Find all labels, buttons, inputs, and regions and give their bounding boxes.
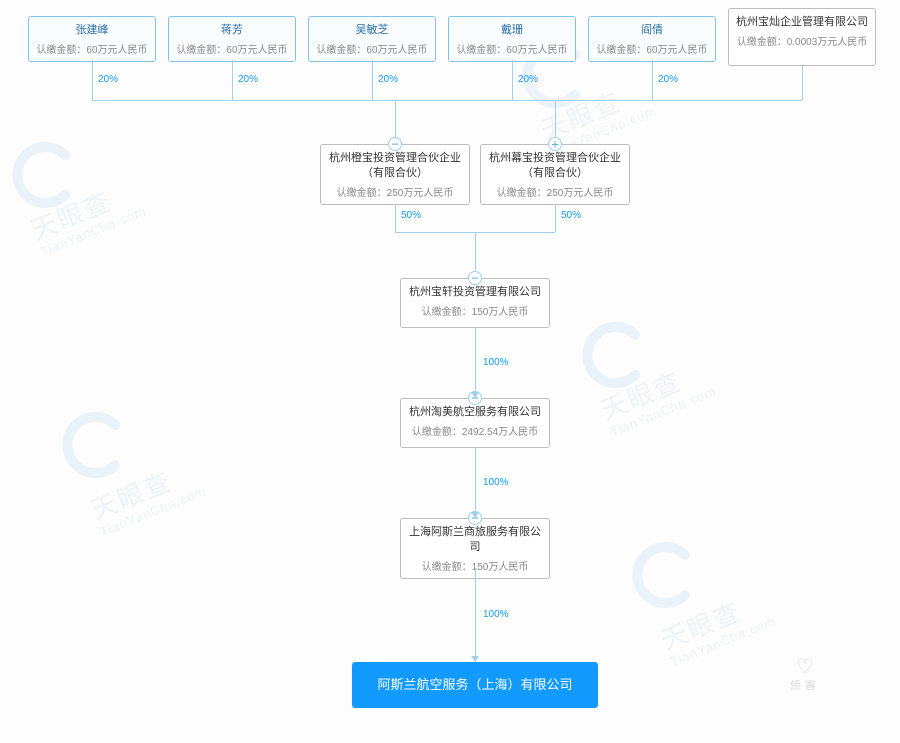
edge	[475, 448, 476, 518]
arrow-icon	[471, 512, 479, 518]
percent-label: 20%	[378, 74, 398, 85]
edge	[92, 100, 652, 101]
watermark-logo	[10, 140, 80, 215]
watermark: 天眼查TianYanCha.com	[655, 581, 779, 670]
percent-label: 20%	[518, 74, 538, 85]
node-title: 杭州淘美航空服务有限公司	[405, 405, 545, 420]
node-amount: 认缴金额：150万人民币	[405, 303, 545, 318]
node-p3[interactable]: 吴敏芝认缴金额：60万元人民币	[308, 16, 436, 62]
edge	[555, 204, 556, 232]
percent-label: 100%	[483, 609, 509, 620]
watermark: 天眼查TianYanCha.com	[595, 351, 719, 440]
node-amount: 认缴金额：0.0003万元人民币	[733, 33, 871, 48]
node-amount: 认缴金额：60万元人民币	[453, 41, 571, 56]
arrow-icon	[471, 392, 479, 398]
collapse-icon[interactable]	[388, 137, 402, 151]
percent-label: 20%	[658, 74, 678, 85]
collapse-icon[interactable]	[468, 271, 482, 285]
node-amount: 认缴金额：60万元人民币	[33, 41, 151, 56]
node-amount: 认缴金额：2492.54万人民币	[405, 423, 545, 438]
node-mL[interactable]: 杭州橙宝投资管理合伙企业（有限合伙） 认缴金额：250万元人民币	[320, 144, 470, 205]
node-title: 杭州橙宝投资管理合伙企业（有限合伙）	[325, 151, 465, 181]
node-p1[interactable]: 张建峰认缴金额：60万元人民币	[28, 16, 156, 62]
node-amount: 认缴金额：250万元人民币	[485, 184, 625, 199]
node-title: 上海阿斯兰商旅服务有限公司	[405, 525, 545, 555]
node-c0[interactable]: 杭州宝灿企业管理有限公司认缴金额：0.0003万元人民币	[728, 8, 876, 66]
node-title: 杭州幕宝投资管理合伙企业（有限合伙）	[485, 151, 625, 181]
watermark: 天眼查TianYanCha.com	[85, 451, 209, 540]
ownership-diagram: 天眼查TianYanCha.com 天眼查TianYanCha.com 天眼查Tia…	[0, 0, 900, 743]
node-c2[interactable]: 杭州淘美航空服务有限公司认缴金额：2492.54万人民币	[400, 398, 550, 448]
node-amount: 认缴金额：60万元人民币	[313, 41, 431, 56]
node-title: 阎倩	[593, 23, 711, 38]
edge	[475, 328, 476, 398]
watermark-logo	[580, 320, 650, 395]
corner-watermark: ♡侨客	[790, 654, 820, 693]
percent-label: 50%	[401, 210, 421, 221]
edge	[475, 568, 476, 662]
expand-icon[interactable]	[548, 137, 562, 151]
node-title: 蒋芳	[173, 23, 291, 38]
watermark-logo	[630, 540, 700, 615]
node-title: 杭州宝轩投资管理有限公司	[405, 285, 545, 300]
watermark-logo	[60, 410, 130, 485]
edge	[372, 60, 373, 100]
node-p2[interactable]: 蒋芳认缴金额：60万元人民币	[168, 16, 296, 62]
edge	[802, 66, 803, 100]
percent-label: 50%	[561, 210, 581, 221]
node-title: 戴珊	[453, 23, 571, 38]
node-amount: 认缴金额：60万元人民币	[593, 41, 711, 56]
percent-label: 20%	[98, 74, 118, 85]
edge	[232, 60, 233, 100]
node-p4[interactable]: 戴珊认缴金额：60万元人民币	[448, 16, 576, 62]
node-amount: 认缴金额：60万元人民币	[173, 41, 291, 56]
node-title: 张建峰	[33, 23, 151, 38]
edge	[652, 100, 802, 101]
node-title: 吴敏芝	[313, 23, 431, 38]
node-title: 杭州宝灿企业管理有限公司	[733, 15, 871, 30]
percent-label: 100%	[483, 357, 509, 368]
node-mR[interactable]: 杭州幕宝投资管理合伙企业（有限合伙） 认缴金额：250万元人民币	[480, 144, 630, 205]
edge	[92, 60, 93, 100]
node-title: 阿斯兰航空服务（上海）有限公司	[362, 676, 588, 694]
watermark: 天眼查TianYanCha.com	[25, 171, 149, 260]
edge	[512, 60, 513, 100]
node-c1[interactable]: 杭州宝轩投资管理有限公司认缴金额：150万人民币	[400, 278, 550, 328]
edge	[395, 204, 396, 232]
node-amount: 认缴金额：250万元人民币	[325, 184, 465, 199]
node-target[interactable]: 阿斯兰航空服务（上海）有限公司	[352, 662, 598, 708]
percent-label: 100%	[483, 477, 509, 488]
node-p5[interactable]: 阎倩认缴金额：60万元人民币	[588, 16, 716, 62]
edge	[652, 60, 653, 100]
percent-label: 20%	[238, 74, 258, 85]
